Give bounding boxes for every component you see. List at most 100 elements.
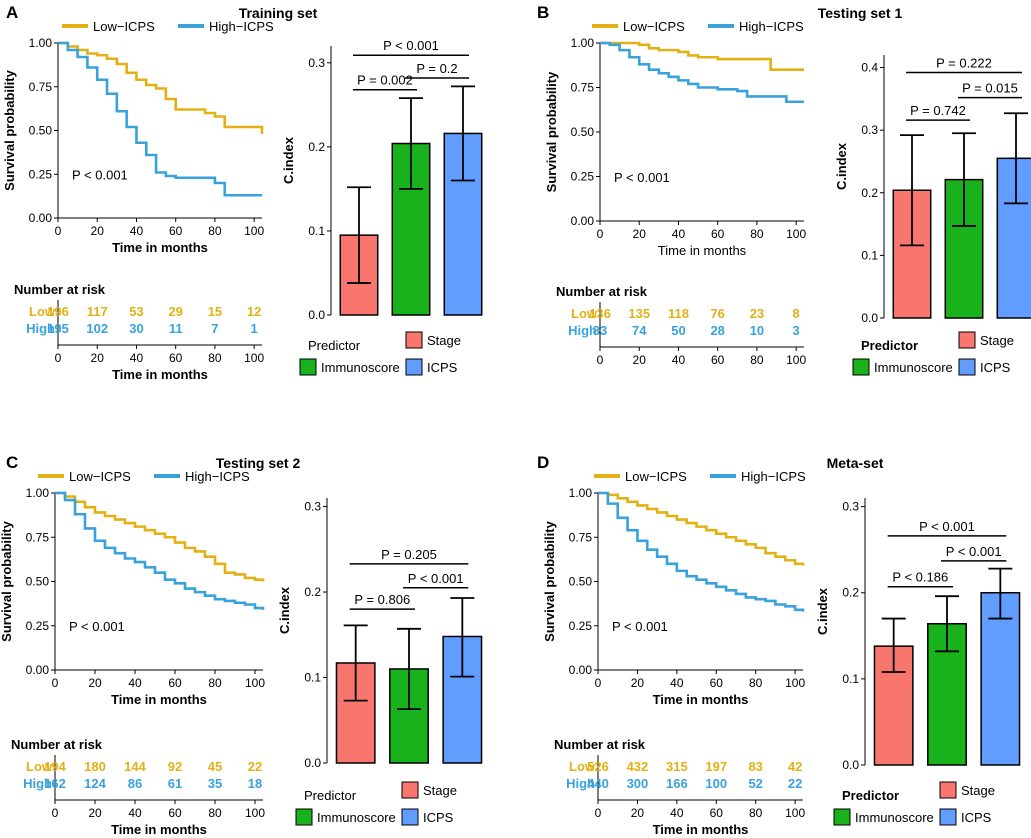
bracket-label: P < 0.001 xyxy=(919,519,975,534)
bar-legend-swatch xyxy=(295,808,313,826)
risk-value: 50 xyxy=(671,323,685,338)
risk-x-tick-label: 60 xyxy=(710,806,724,820)
risk-x-tick-label: 60 xyxy=(169,351,183,365)
risk-value: 162 xyxy=(44,776,66,791)
km-y-tick-label: 0.50 xyxy=(569,575,593,589)
km-y-tick-label: 0.75 xyxy=(29,80,53,94)
bar-y-tick-label: 0.3 xyxy=(308,56,325,70)
km-y-label: Survival probability xyxy=(544,71,559,192)
bar-legend-label: Immunoscore xyxy=(855,810,934,825)
risk-value: 166 xyxy=(666,776,688,791)
risk-value: 10 xyxy=(750,323,764,338)
risk-x-tick-label: 60 xyxy=(711,353,725,367)
bar-immunoscore xyxy=(927,622,967,766)
bracket-label: P = 0.205 xyxy=(381,547,437,562)
km-y-label: Survival probability xyxy=(542,520,557,641)
risk-value: 7 xyxy=(211,321,218,336)
bracket-label: P < 0.001 xyxy=(946,544,1002,559)
km-x-tick-label: 80 xyxy=(749,676,763,690)
km-legend-label: Low−ICPS xyxy=(623,19,685,34)
risk-row-label: Low xyxy=(29,304,56,319)
bar-y-tick-label: 0.2 xyxy=(842,586,859,600)
km-pvalue: P < 0.001 xyxy=(614,170,670,185)
risk-value: 1 xyxy=(251,321,258,336)
bar-y-label: C.index xyxy=(277,586,292,634)
bar-legend-title: Predictor xyxy=(308,338,361,353)
bar-y-label: C.index xyxy=(281,136,296,184)
bar-legend-label: ICPS xyxy=(423,810,454,825)
km-y-tick-label: 0.25 xyxy=(569,619,593,633)
risk-x-tick-label: 0 xyxy=(52,806,59,820)
km-curve-high xyxy=(600,41,804,104)
risk-title: Number at risk xyxy=(554,737,646,752)
bar-legend-label: Immunoscore xyxy=(874,360,953,375)
bar-legend-label: Stage xyxy=(427,333,461,348)
km-x-tick-label: 0 xyxy=(55,224,62,238)
km-legend-label: High−ICPS xyxy=(185,469,250,484)
risk-x-tick-label: 20 xyxy=(633,353,647,367)
risk-value: 22 xyxy=(248,759,262,774)
risk-value: 83 xyxy=(748,759,762,774)
bar-legend-swatch xyxy=(405,358,423,376)
bar-y-tick-label: 0.0 xyxy=(308,308,325,322)
km-x-tick-label: 40 xyxy=(128,676,142,690)
bar-y-tick-label: 0.2 xyxy=(304,585,321,599)
risk-x-tick-label: 40 xyxy=(672,353,686,367)
bar-y-tick-label: 0.3 xyxy=(842,500,859,514)
bar-legend-label: ICPS xyxy=(427,360,458,375)
bar-legend-swatch xyxy=(405,331,423,349)
risk-row-label: Low xyxy=(569,759,596,774)
bar-y-tick-label: 0.3 xyxy=(861,123,878,137)
panel-label: C xyxy=(6,453,18,472)
km-legend-label: Low−ICPS xyxy=(625,469,687,484)
km-legend-label: Low−ICPS xyxy=(69,469,131,484)
bar-y-tick-label: 0.1 xyxy=(304,671,321,685)
risk-value: 315 xyxy=(666,759,688,774)
bar-y-tick-label: 0.2 xyxy=(308,140,325,154)
bar-y-tick-label: 0.0 xyxy=(842,758,859,772)
bracket-label: P = 0.806 xyxy=(354,592,410,607)
bar-legend-title: Predictor xyxy=(842,788,899,803)
km-x-tick-label: 100 xyxy=(786,227,806,241)
km-curve-high xyxy=(55,491,265,610)
risk-value: 117 xyxy=(87,304,108,319)
bar-y-tick-label: 0.0 xyxy=(304,756,321,770)
risk-x-tick-label: 40 xyxy=(128,806,142,820)
km-x-tick-label: 0 xyxy=(52,676,59,690)
bar-legend-swatch xyxy=(852,358,870,376)
risk-x-tick-label: 40 xyxy=(130,351,144,365)
km-legend-label: High−ICPS xyxy=(209,19,274,34)
km-x-tick-label: 100 xyxy=(244,224,264,238)
risk-value: 53 xyxy=(129,304,143,319)
bar-legend-swatch xyxy=(939,808,957,826)
km-y-tick-label: 0.25 xyxy=(29,167,53,181)
risk-row-label: High xyxy=(23,776,52,791)
km-y-tick-label: 0.50 xyxy=(26,575,50,589)
bracket-label: P = 0.015 xyxy=(962,81,1018,96)
km-x-tick-label: 80 xyxy=(750,227,764,241)
bar-legend-swatch xyxy=(958,331,976,349)
km-x-tick-label: 100 xyxy=(785,676,805,690)
risk-value: 180 xyxy=(84,759,106,774)
bar-legend-swatch xyxy=(958,358,976,376)
risk-value: 135 xyxy=(628,306,650,321)
risk-x-tick-label: 20 xyxy=(88,806,102,820)
risk-value: 3 xyxy=(793,323,800,338)
bar-legend-swatch xyxy=(299,358,317,376)
risk-value: 432 xyxy=(627,759,649,774)
panel-label: A xyxy=(6,3,18,22)
km-curve-low xyxy=(58,41,264,134)
km-y-tick-label: 0.50 xyxy=(571,125,595,139)
km-y-tick-label: 0.75 xyxy=(26,530,50,544)
bracket-label: P < 0.186 xyxy=(892,570,948,585)
km-x-label: Time in months xyxy=(112,240,208,255)
risk-value: 300 xyxy=(627,776,649,791)
risk-value: 42 xyxy=(788,759,802,774)
risk-title: Number at risk xyxy=(14,282,106,297)
risk-value: 195 xyxy=(47,321,69,336)
bar-legend-label: Stage xyxy=(980,333,1014,348)
risk-value: 74 xyxy=(632,323,647,338)
risk-value: 194 xyxy=(44,759,66,774)
